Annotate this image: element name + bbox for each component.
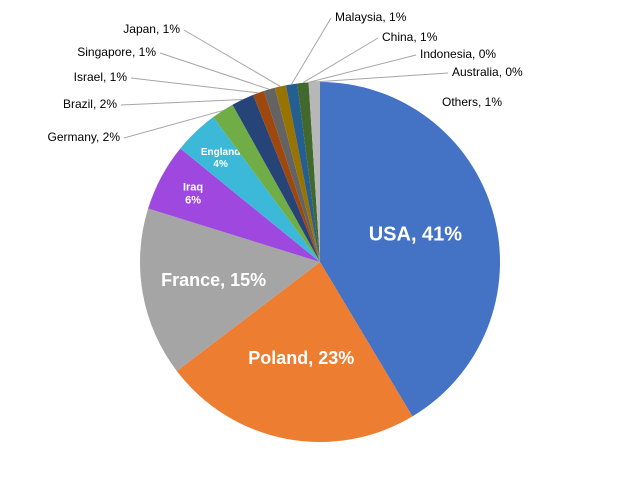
pie-slice <box>232 94 320 262</box>
slice-label: Germany, 2% <box>48 130 121 144</box>
pie-slice <box>148 148 320 262</box>
slice-label: Japan, 1% <box>123 22 180 36</box>
pie-slice <box>263 87 320 263</box>
pie-slice <box>139 208 320 372</box>
label-line: 6% <box>185 194 201 206</box>
label-line: Poland, 23% <box>248 348 354 368</box>
slice-label: France, 15% <box>161 270 266 290</box>
pie-slice <box>213 104 320 262</box>
pie-slice <box>253 90 320 262</box>
label-line: England <box>201 146 240 157</box>
leader-line <box>308 54 417 83</box>
pie-slice <box>274 85 320 262</box>
label-line: USA, 41% <box>369 224 463 246</box>
slice-label: Brazil, 2% <box>63 97 117 111</box>
leader-line <box>123 110 223 139</box>
pie-slice <box>180 117 320 262</box>
slice-label: Australia, 0% <box>452 65 523 79</box>
pie-slice <box>320 82 501 417</box>
slice-label: Iraq 6% <box>183 181 203 206</box>
leader-line <box>308 72 449 83</box>
leader-line <box>302 37 379 84</box>
pie-slice <box>176 262 413 442</box>
slice-label: Malaysia, 1% <box>335 10 407 24</box>
pie-slice <box>308 82 320 262</box>
slice-label: Poland, 23% <box>248 348 354 368</box>
slice-label: Indonesia, 0% <box>420 47 496 61</box>
pie-slice <box>297 82 320 262</box>
slice-label: Israel, 1% <box>74 70 128 84</box>
label-line: 4% <box>213 158 228 169</box>
slice-label: England 4% <box>201 146 240 169</box>
label-line: Iraq <box>183 181 203 193</box>
pie-slice <box>285 83 320 262</box>
slice-label: Singapore, 1% <box>77 45 156 59</box>
leader-line <box>130 77 259 94</box>
slice-label: Others, 1% <box>442 95 502 109</box>
leader-line <box>291 17 332 85</box>
slice-label: USA, 41% <box>369 224 463 246</box>
leader-line <box>120 98 243 106</box>
leader-line <box>183 29 281 87</box>
label-line: France, 15% <box>161 270 266 290</box>
slice-label: China, 1% <box>382 30 438 44</box>
leader-line <box>159 52 270 90</box>
